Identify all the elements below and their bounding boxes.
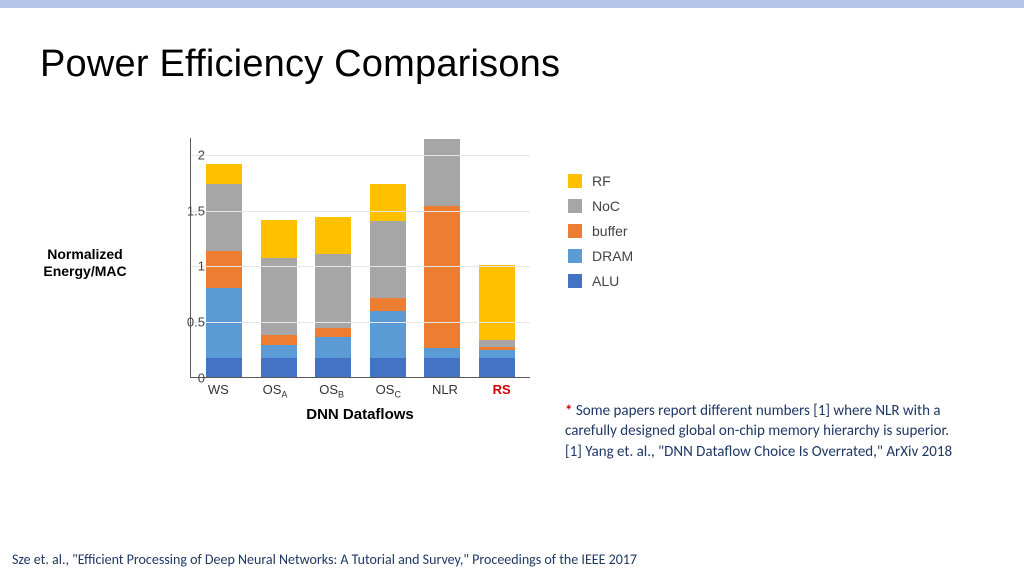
chart-bar-segment <box>479 340 515 347</box>
chart-bar-segment <box>206 184 242 251</box>
chart-bar <box>315 217 351 377</box>
legend-item: NoC <box>568 198 633 214</box>
chart-bar-segment <box>370 311 406 358</box>
chart-ytick-label: 1.5 <box>175 203 205 218</box>
chart-gridline <box>191 155 530 156</box>
chart-xcategory-label: OSA <box>255 382 295 400</box>
chart-bar-segment <box>315 254 351 328</box>
chart-bar-segment <box>370 184 406 221</box>
chart-xcategory-label: OSB <box>312 382 352 400</box>
chart-ytick-label: 0.5 <box>175 315 205 330</box>
chart-xlabels: WS OSA OSB OSC NLR RS <box>190 382 530 400</box>
legend-label: DRAM <box>592 248 633 264</box>
top-accent-bar <box>0 0 1024 8</box>
chart-bar-segment <box>424 206 460 348</box>
citation: Sze et. al., "Efficient Processing of De… <box>12 551 637 568</box>
page-title: Power Efficiency Comparisons <box>40 43 560 86</box>
chart: 00.511.52 WSOSAOSBOSCNLRRS DNN Dataflows <box>150 138 550 418</box>
chart-bar-segment <box>479 265 515 340</box>
legend-item: ALU <box>568 273 633 289</box>
chart-xcategory-label: NLR <box>425 382 465 400</box>
x-axis-title: DNN Dataflows <box>190 406 530 423</box>
legend-swatch <box>568 224 582 238</box>
chart-xcategory-label: OSC <box>368 382 408 400</box>
chart-bar <box>206 164 242 377</box>
legend-label: NoC <box>592 198 620 214</box>
chart-bar-segment <box>370 358 406 377</box>
chart-bar-segment <box>261 358 297 377</box>
chart-bar-segment <box>261 335 297 345</box>
chart-bar-segment <box>370 298 406 311</box>
chart-ytick-label: 1 <box>175 259 205 274</box>
slide: Power Efficiency Comparisons Normalized … <box>0 8 1024 576</box>
chart-xcategory-label: WS <box>198 382 238 400</box>
legend-label: buffer <box>592 223 628 239</box>
legend-swatch <box>568 249 582 263</box>
footnote-ref: [1] Yang et. al., "DNN Dataflow Choice I… <box>565 443 952 461</box>
chart-bar-segment <box>479 358 515 377</box>
chart-bar-segment <box>206 164 242 184</box>
chart-bar <box>261 220 297 377</box>
chart-bar-segment <box>424 348 460 358</box>
chart-bar-segment <box>206 251 242 288</box>
y-axis-label: Normalized Energy/MAC <box>30 246 140 280</box>
chart-bars-container <box>191 138 530 377</box>
y-axis-label-line2: Energy/MAC <box>30 263 140 280</box>
chart-bar-segment <box>315 358 351 377</box>
chart-bar <box>370 184 406 377</box>
legend-item: RF <box>568 173 633 189</box>
legend-label: RF <box>592 173 611 189</box>
legend-item: buffer <box>568 223 633 239</box>
chart-bar-segment <box>261 345 297 358</box>
y-axis-label-line1: Normalized <box>30 246 140 263</box>
chart-bar-segment <box>370 221 406 298</box>
chart-bar-segment <box>261 220 297 258</box>
legend-swatch <box>568 174 582 188</box>
chart-bar-segment <box>315 217 351 254</box>
chart-plot-area <box>190 138 530 378</box>
chart-ytick-label: 2 <box>175 147 205 162</box>
chart-legend: RF NoC buffer DRAM ALU <box>568 173 633 298</box>
footnote: * Some papers report different numbers [… <box>565 401 985 462</box>
chart-xcategory-label: RS <box>482 382 522 400</box>
chart-bar-segment <box>424 139 460 206</box>
chart-bar-segment <box>315 328 351 337</box>
chart-gridline <box>191 322 530 323</box>
legend-swatch <box>568 199 582 213</box>
footnote-text: Some papers report different numbers [1]… <box>565 402 949 440</box>
chart-bar-segment <box>315 337 351 358</box>
chart-gridline <box>191 266 530 267</box>
chart-gridline <box>191 211 530 212</box>
legend-swatch <box>568 274 582 288</box>
legend-item: DRAM <box>568 248 633 264</box>
chart-bar <box>424 139 460 377</box>
legend-label: ALU <box>592 273 619 289</box>
chart-bar-segment <box>479 350 515 358</box>
chart-bar-segment <box>424 358 460 377</box>
chart-bar-segment <box>206 358 242 377</box>
